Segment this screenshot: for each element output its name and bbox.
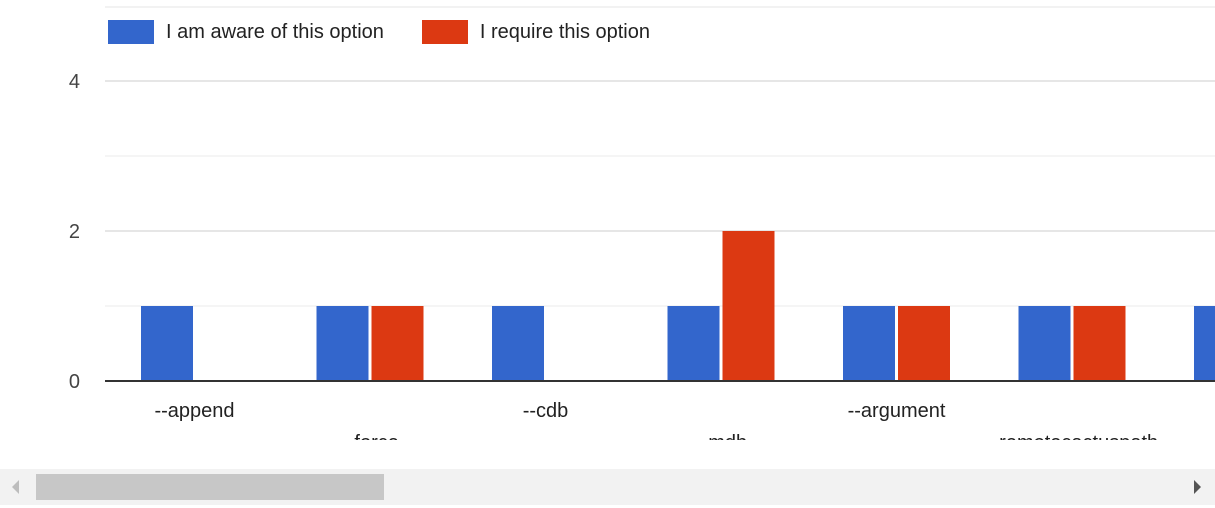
chevron-right-icon[interactable] [1194, 480, 1201, 494]
legend-swatch-require [421, 20, 468, 44]
x-tick-label: --force [341, 432, 399, 440]
bar [1073, 306, 1126, 381]
x-tick-label: --remotecactuspath [986, 432, 1158, 440]
y-tick-label: 4 [69, 71, 80, 93]
bar [843, 306, 895, 381]
x-tick-label: --argument [848, 400, 946, 422]
scroll-thumb[interactable] [36, 474, 384, 500]
bar-chart: 0 2 4 --append --force --cdb --mdb --argument --… [69, 6, 1215, 440]
legend-label-aware: I am aware of this option [166, 20, 384, 43]
chevron-left-icon[interactable] [12, 480, 19, 494]
bar [371, 306, 424, 381]
x-tick-label: --cdb [523, 400, 569, 422]
legend: I am aware of this option I require this… [108, 20, 688, 44]
horizontal-scrollbar[interactable] [0, 469, 1215, 505]
x-tick-label: --mdb [695, 432, 747, 440]
legend-item-aware[interactable]: I am aware of this option [108, 20, 384, 44]
bar [141, 306, 193, 381]
legend-label-require: I require this option [479, 20, 650, 43]
bar [1194, 306, 1215, 381]
y-tick-label: 0 [69, 371, 80, 393]
bar [492, 306, 544, 381]
bar [316, 306, 369, 381]
y-tick-label: 2 [69, 221, 80, 243]
bar [898, 306, 950, 381]
x-tick-label: --append [154, 400, 234, 422]
chart-area: 0 2 4 --append --force --cdb --mdb --argument --… [69, 6, 1215, 440]
bar [722, 231, 775, 381]
bar [667, 306, 720, 381]
legend-item-require[interactable]: I require this option [421, 20, 650, 44]
bar [1018, 306, 1071, 381]
legend-swatch-aware [108, 20, 154, 44]
